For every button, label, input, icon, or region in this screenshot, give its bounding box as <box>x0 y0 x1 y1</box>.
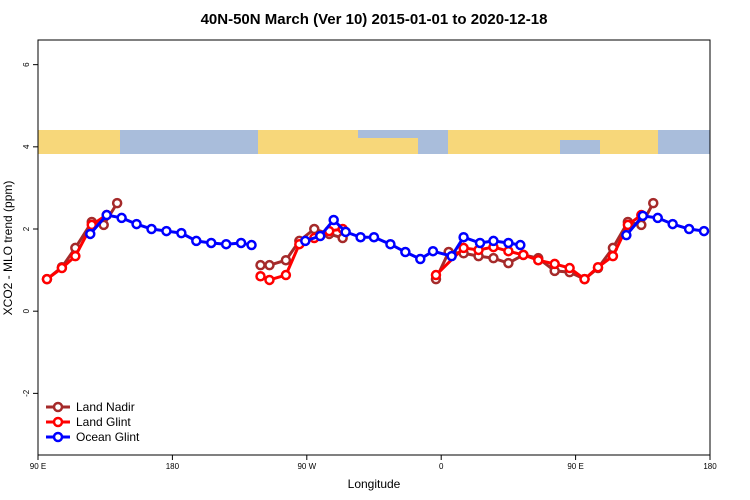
data-point <box>430 269 442 281</box>
data-point <box>652 212 663 224</box>
data-point <box>458 242 469 254</box>
data-point <box>246 239 257 251</box>
data-point <box>280 269 292 281</box>
legend-marker <box>52 401 64 413</box>
data-point <box>515 239 526 251</box>
data-point <box>328 214 339 226</box>
data-point <box>474 237 486 249</box>
plot-frame <box>37 39 711 456</box>
data-point <box>446 250 457 262</box>
data-point <box>309 223 320 235</box>
data-point <box>503 257 514 269</box>
data-point <box>648 197 659 209</box>
data-point <box>70 250 81 262</box>
data-point <box>176 227 187 239</box>
data-point <box>385 238 396 250</box>
data-point <box>533 254 544 266</box>
x-tick-label: 90 E <box>567 462 583 471</box>
data-point <box>86 219 98 231</box>
x-tick-label: 90 E <box>30 462 46 471</box>
y-tick-label: -2 <box>22 389 31 397</box>
data-point <box>255 271 266 282</box>
data-point <box>549 258 560 270</box>
data-point <box>592 261 604 273</box>
data-point <box>255 259 266 271</box>
data-point <box>488 252 499 264</box>
data-point <box>564 262 575 274</box>
y-axis-label: XCO2 - MLO trend (ppm) <box>1 181 15 316</box>
data-point <box>503 237 514 249</box>
data-point <box>683 223 695 235</box>
y-tick-label: 2 <box>22 226 31 231</box>
data-point <box>56 262 68 274</box>
data-point <box>698 225 710 237</box>
x-axis-label: Longitude <box>348 477 401 491</box>
data-point <box>191 235 202 247</box>
series-line <box>46 202 655 281</box>
data-point <box>622 219 634 231</box>
data-point <box>400 246 411 258</box>
data-point <box>131 218 142 230</box>
data-point <box>488 235 499 247</box>
data-point <box>415 253 426 265</box>
data-point <box>280 254 292 266</box>
data-point <box>667 218 678 230</box>
data-point <box>101 209 112 221</box>
data-point <box>161 225 172 237</box>
data-point <box>503 245 514 257</box>
data-point <box>621 229 632 241</box>
y-tick-label: 4 <box>22 144 31 149</box>
data-point <box>607 250 619 262</box>
x-tick-label: 180 <box>703 462 717 471</box>
data-point <box>355 231 366 243</box>
x-tick-label: 180 <box>166 462 180 471</box>
legend-label: Ocean Glint <box>76 430 140 444</box>
data-point <box>116 212 127 224</box>
data-point <box>235 237 247 249</box>
x-tick-label: 0 <box>439 462 444 471</box>
legend-label: Land Glint <box>76 415 131 429</box>
map-strip <box>38 130 710 154</box>
data-point <box>220 238 232 250</box>
x-tick-label: 90 W <box>297 462 316 471</box>
data-point <box>205 237 217 249</box>
legend-label: Land Nadir <box>76 400 135 414</box>
legend-marker <box>52 416 64 428</box>
data-point <box>85 228 96 240</box>
y-tick-label: 6 <box>22 62 31 67</box>
data-point <box>264 259 275 271</box>
data-point <box>427 245 439 257</box>
data-point <box>146 223 157 235</box>
data-point <box>458 231 469 243</box>
data-point <box>637 210 649 222</box>
y-tick-label: 0 <box>22 308 31 313</box>
data-point <box>300 235 311 247</box>
legend-marker <box>52 431 64 443</box>
data-point <box>340 226 351 238</box>
data-point <box>264 274 275 286</box>
data-point <box>518 249 529 261</box>
data-point <box>111 197 123 209</box>
data-point <box>636 219 647 231</box>
data-point <box>41 273 53 285</box>
data-point <box>314 230 326 242</box>
data-point <box>579 273 590 285</box>
data-point <box>368 231 380 243</box>
chart-title: 40N-50N March (Ver 10) 2015-01-01 to 202… <box>201 11 548 28</box>
